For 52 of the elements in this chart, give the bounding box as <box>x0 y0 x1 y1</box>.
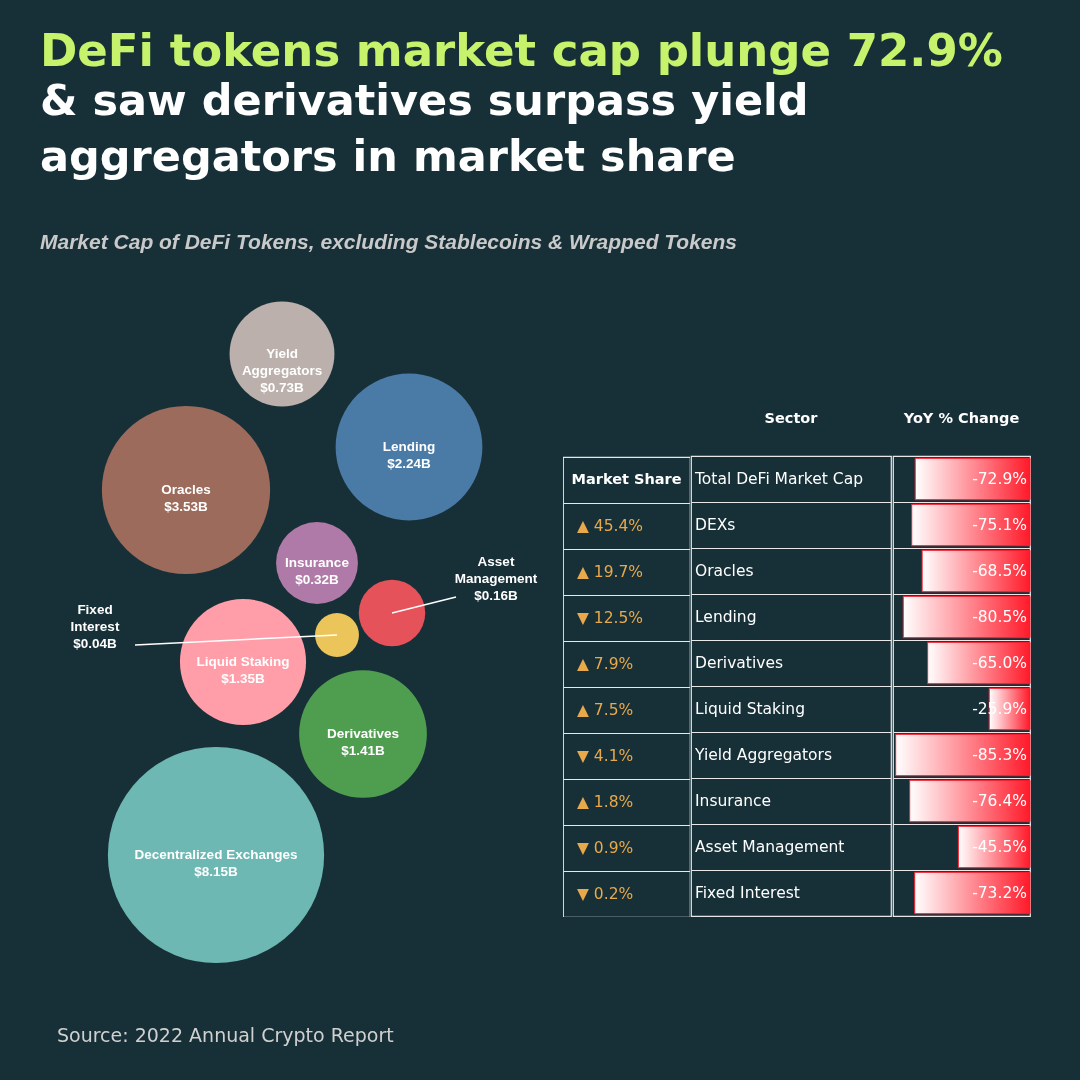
data-label: ▼ 4.1% <box>577 747 634 765</box>
y-tick-label: DEXs <box>695 516 736 534</box>
data-label: -80.5% <box>972 608 1027 626</box>
data-label: ▲ 7.5% <box>577 701 634 719</box>
text: Market Share <box>571 470 682 487</box>
data-label: -65.0% <box>972 654 1027 672</box>
data-label: -72.9% <box>972 470 1027 488</box>
y-tick-label: Total DeFi Market Cap <box>694 470 863 488</box>
data-label: $3.53B <box>164 499 209 514</box>
data-label: ▲ 1.8% <box>577 793 634 811</box>
data-label: ▲ 45.4% <box>577 517 644 535</box>
data-label: $2.24B <box>387 456 432 471</box>
category-label: Decentralized Exchanges <box>134 847 298 862</box>
text: DeFi tokens market cap plunge 72.9% <box>40 24 1003 77</box>
category-label: Insurance <box>285 555 350 570</box>
category-label: Yield Aggregators <box>241 346 323 378</box>
source-note: Source: 2022 Annual Crypto Report <box>57 1024 394 1046</box>
y-tick-label: Insurance <box>695 792 772 810</box>
y-tick-label: Lending <box>695 608 757 626</box>
data-label: -75.1% <box>972 516 1027 534</box>
data-label: $1.35B <box>221 671 266 686</box>
category-label: Derivatives <box>326 726 400 741</box>
data-label: $8.15B <box>194 864 239 879</box>
data-label: -73.2% <box>972 884 1027 902</box>
category-label: Asset Management <box>454 554 538 586</box>
data-label: $0.32B <box>295 572 340 587</box>
data-label: $0.73B <box>260 380 305 395</box>
category-label: Fixed Interest <box>70 602 120 634</box>
data-label: ▲ 7.9% <box>577 655 634 673</box>
category-label: Liquid Staking <box>196 654 290 669</box>
y-tick-label: Yield Aggregators <box>694 746 833 764</box>
data-label: ▲ 19.7% <box>577 563 644 581</box>
category-label: Oracles <box>161 482 211 497</box>
y-tick-label: Oracles <box>695 562 754 580</box>
data-label: ▼ 0.9% <box>577 839 634 857</box>
data-label: -76.4% <box>972 792 1027 810</box>
data-label: ▼ 12.5% <box>577 609 644 627</box>
data-label: -68.5% <box>972 562 1027 580</box>
y-tick-label: Derivatives <box>695 654 783 672</box>
y-tick-label: Fixed Interest <box>695 884 800 902</box>
data-label: ▼ 0.2% <box>577 885 634 903</box>
data-label: $0.16B <box>474 588 519 603</box>
x-axis-title: YoY % Change <box>902 409 1020 426</box>
data-label: $1.41B <box>341 743 386 758</box>
data-label: -85.3% <box>972 746 1027 764</box>
y-tick-label: Liquid Staking <box>695 700 806 718</box>
text: & saw derivatives surpass yield aggregators in market share <box>40 75 809 181</box>
category-label: Lending <box>382 439 436 454</box>
y-tick-label: Asset Management <box>695 838 845 856</box>
data-label: $0.04B <box>73 636 118 651</box>
y-axis-title: Sector <box>764 409 819 426</box>
text: Market Cap of DeFi Tokens, excluding Stablecoins & Wrapped Tokens <box>40 230 738 254</box>
